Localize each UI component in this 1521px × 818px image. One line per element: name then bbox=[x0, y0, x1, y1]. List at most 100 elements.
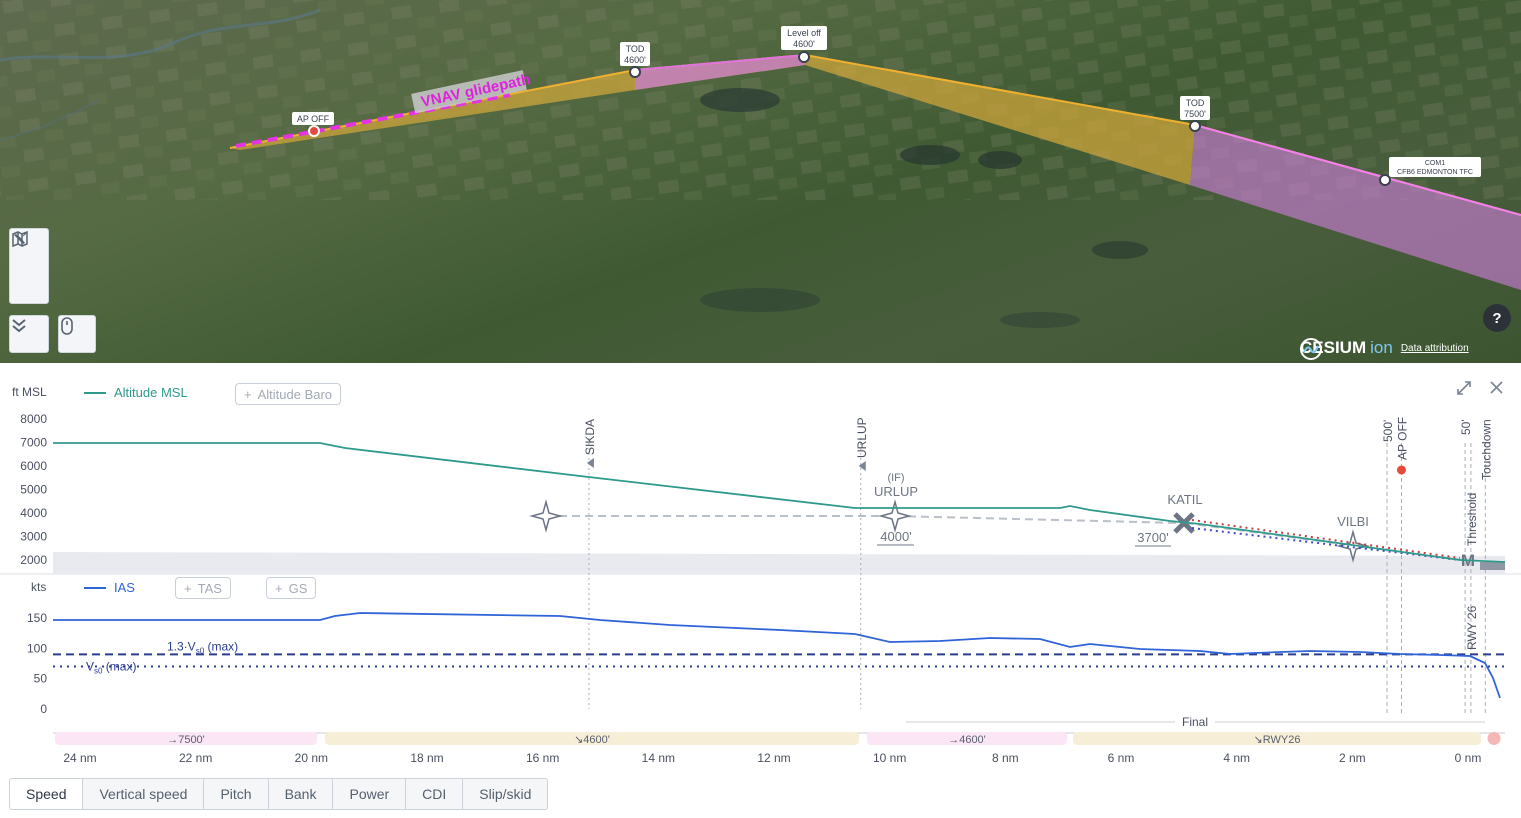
tab-speed[interactable]: Speed bbox=[10, 779, 84, 809]
speed-unit: kts bbox=[31, 580, 47, 594]
cesium-logo-icon bbox=[1300, 338, 1322, 360]
speed-tick-label: 150 bbox=[27, 611, 47, 625]
speed-tick-label: 0 bbox=[40, 702, 47, 716]
urlup-arrow-icon bbox=[858, 461, 866, 471]
distance-tick-label: 0 nm bbox=[1455, 751, 1482, 765]
svg-text:4600': 4600' bbox=[793, 39, 815, 49]
terrain-canvas: VNAV glidepath AP OFF TOD 4600' Level of… bbox=[0, 0, 1521, 328]
profile-chart[interactable]: 8000 7000 6000 5000 4000 3000 2000 150 100 50 0 24 … bbox=[0, 363, 1521, 818]
svg-text:AP OFF: AP OFF bbox=[297, 114, 330, 124]
tod-4600-marker: TOD 4600' bbox=[620, 42, 650, 78]
rwy26-label: RWY 26 bbox=[1465, 605, 1479, 650]
distance-tick-label: 12 nm bbox=[757, 751, 790, 765]
segment-bar bbox=[325, 732, 859, 745]
alt-tick-label: 2000 bbox=[20, 553, 47, 567]
svg-text:CFB6 EDMONTON TFC: CFB6 EDMONTON TFC bbox=[1397, 169, 1473, 176]
segment-bar bbox=[1073, 732, 1481, 745]
map-mode-group bbox=[9, 228, 49, 304]
distance-tick-label: 20 nm bbox=[295, 751, 328, 765]
tab-cdi[interactable]: CDI bbox=[406, 779, 464, 809]
alt-tick-label: 7000 bbox=[20, 436, 47, 450]
altitude-unit: ft MSL bbox=[12, 385, 47, 399]
vilbi-waypoint-label: VILBI bbox=[1337, 514, 1369, 529]
threshold-label: Threshold bbox=[1465, 493, 1479, 546]
if-label: (IF) bbox=[887, 472, 904, 484]
close-icon[interactable] bbox=[1490, 381, 1503, 394]
cesium-brand: CESIUM bbox=[1300, 338, 1367, 357]
katil-altitude: 3700' bbox=[1137, 530, 1168, 545]
alt-tick-label: 4000 bbox=[20, 506, 47, 520]
distance-tick-label: 2 nm bbox=[1339, 751, 1366, 765]
segment-bar bbox=[55, 732, 317, 745]
chevron-double-down-icon bbox=[12, 319, 26, 333]
segment-bar bbox=[867, 732, 1067, 745]
svg-text:TOD: TOD bbox=[1186, 98, 1205, 108]
level-off-marker: Level off 4600' bbox=[781, 26, 827, 63]
katil-waypoint-label: KATIL bbox=[1167, 492, 1202, 507]
runway-icon bbox=[1480, 562, 1505, 570]
map-3d-view[interactable]: VNAV glidepath AP OFF TOD 4600' Level of… bbox=[0, 0, 1521, 363]
data-attribution-link[interactable]: Data attribution bbox=[1400, 342, 1469, 354]
distance-tick-label: 24 nm bbox=[63, 751, 96, 765]
sikda-label: SIKDA bbox=[583, 419, 597, 455]
segment-label: ↘4600' bbox=[574, 734, 610, 746]
distance-tick-label: 6 nm bbox=[1108, 751, 1135, 765]
mouse-icon bbox=[61, 317, 73, 335]
cesium-attribution: CESIUM ion Data attribution bbox=[1300, 338, 1469, 360]
distance-tick-label: 18 nm bbox=[410, 751, 443, 765]
glideslope-upper bbox=[1191, 519, 1461, 559]
ap-off-label: AP OFF bbox=[1395, 417, 1409, 460]
altitude-baro-toggle[interactable]: + Altitude Baro bbox=[235, 383, 342, 405]
tas-toggle[interactable]: + TAS bbox=[175, 577, 231, 599]
waypoint-sikda-icon bbox=[529, 499, 563, 533]
airplane-icon[interactable] bbox=[10, 229, 30, 249]
map-view-icon[interactable] bbox=[10, 229, 30, 249]
urlup-altitude: 4000' bbox=[880, 529, 911, 544]
camera-button[interactable] bbox=[58, 315, 96, 353]
distance-tick-label: 8 nm bbox=[992, 751, 1019, 765]
urlup-label: URLUP bbox=[855, 417, 869, 458]
urlup-waypoint-label: URLUP bbox=[874, 484, 918, 499]
tab-vertical-speed[interactable]: Vertical speed bbox=[83, 779, 205, 809]
cesium-ion: ion bbox=[1370, 338, 1393, 357]
ias-line bbox=[53, 612, 1501, 699]
label-50ft: 50' bbox=[1459, 419, 1473, 435]
alt-tick-label: 8000 bbox=[20, 412, 47, 426]
svg-text:COM1: COM1 bbox=[1425, 160, 1445, 167]
ias-legend[interactable]: IAS bbox=[84, 580, 135, 595]
distance-tick-label: 14 nm bbox=[642, 751, 675, 765]
plus-icon: + bbox=[244, 386, 252, 402]
tab-pitch[interactable]: Pitch bbox=[204, 779, 269, 809]
altitude-msl-legend[interactable]: Altitude MSL bbox=[84, 385, 188, 400]
svg-text:Level off: Level off bbox=[787, 28, 821, 38]
distance-tick-label: 10 nm bbox=[873, 751, 906, 765]
touchdown-label: Touchdown bbox=[1479, 419, 1493, 480]
alt-tick-label: 5000 bbox=[20, 483, 47, 497]
tab-slip-skid[interactable]: Slip/skid bbox=[463, 779, 548, 809]
segment-end-dot bbox=[1487, 732, 1501, 745]
plus-icon: + bbox=[184, 580, 192, 596]
svg-text:4600': 4600' bbox=[624, 55, 646, 65]
speed-tick-label: 50 bbox=[34, 672, 48, 686]
tab-bank[interactable]: Bank bbox=[268, 779, 334, 809]
gs-toggle[interactable]: + GS bbox=[266, 577, 317, 599]
com1-marker: COM1 CFB6 EDMONTON TFC bbox=[1379, 157, 1481, 186]
distance-tick-label: 16 nm bbox=[526, 751, 559, 765]
vs0-label: Vs0 (max) bbox=[86, 660, 136, 676]
altitude-msl-line bbox=[53, 442, 1506, 563]
help-button[interactable]: ? bbox=[1483, 304, 1511, 332]
collapse-button[interactable] bbox=[9, 315, 49, 353]
alt-tick-label: 6000 bbox=[20, 459, 47, 473]
tab-power[interactable]: Power bbox=[333, 779, 407, 809]
expand-icon[interactable] bbox=[1456, 380, 1472, 396]
label-500ft: 500' bbox=[1381, 420, 1395, 442]
terrain-area bbox=[53, 552, 1505, 574]
speed-tick-label: 100 bbox=[27, 641, 47, 655]
svg-text:TOD: TOD bbox=[626, 44, 645, 54]
alt-tick-label: 3000 bbox=[20, 530, 47, 544]
plus-icon: + bbox=[275, 580, 283, 596]
metric-tabs: Speed Vertical speed Pitch Bank Power CDI Slip… bbox=[9, 778, 549, 810]
sikda-arrow-icon bbox=[586, 458, 594, 468]
final-label: Final bbox=[1182, 715, 1208, 729]
ap-off-marker: AP OFF bbox=[292, 112, 334, 137]
